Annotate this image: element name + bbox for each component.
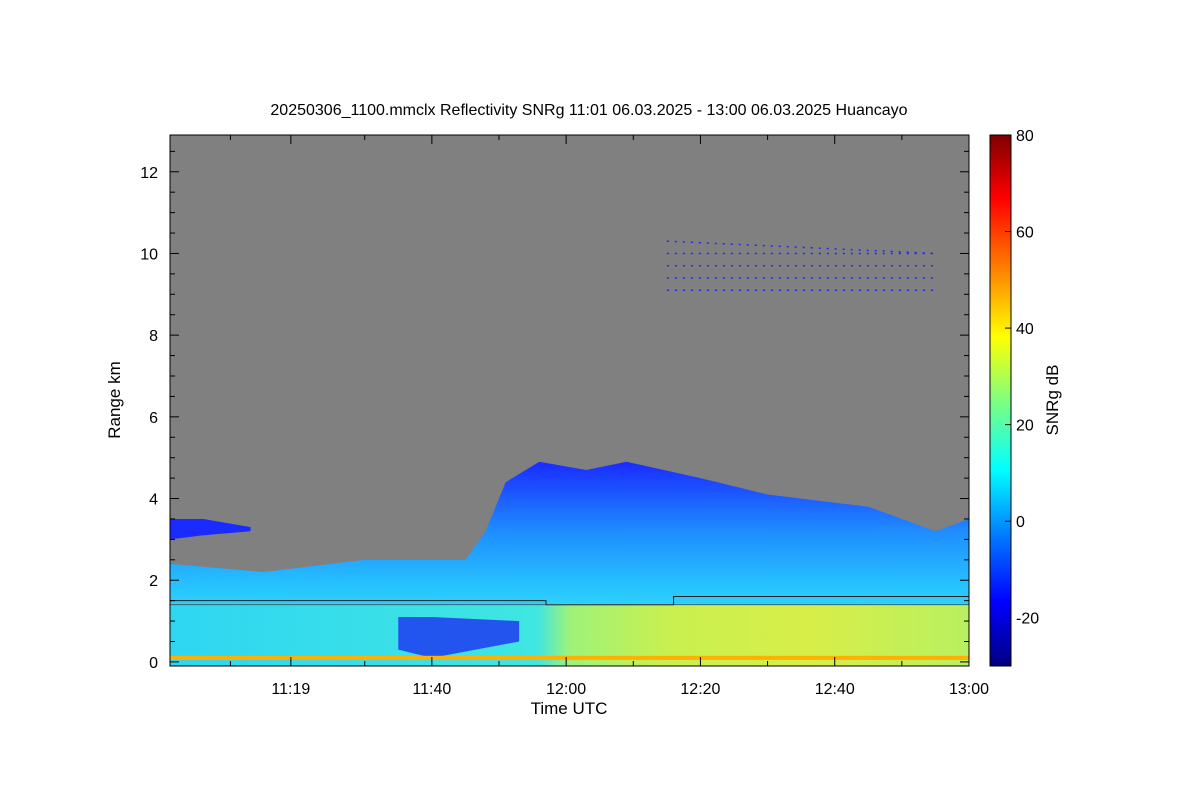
low-level-echo <box>170 604 969 666</box>
elevated-layer <box>170 518 251 540</box>
colorbar <box>989 134 1012 667</box>
x-tick-label: 12:40 <box>815 681 855 698</box>
colorbar-tick-label: 0 <box>1016 514 1025 531</box>
colorbar-tick-label: 60 <box>1016 225 1034 242</box>
y-tick-label: 2 <box>149 573 158 590</box>
chart-title: 20250306_1100.mmclx Reflectivity SNRg 11… <box>270 102 907 119</box>
x-axis-label: Time UTC <box>531 699 608 718</box>
surface-band <box>170 655 969 660</box>
colorbar-tick-label: 20 <box>1016 418 1034 435</box>
y-tick-label: 12 <box>140 165 158 182</box>
y-tick-label: 10 <box>140 246 158 263</box>
x-axis: 11:19 11:40 12:00 12:20 12:40 13:00 <box>229 135 989 698</box>
y-axis: 0 2 4 6 8 10 12 <box>140 150 969 672</box>
y-tick-label: 0 <box>149 655 158 672</box>
dark-core <box>398 616 520 658</box>
colorbar-tick-label: -20 <box>1016 611 1039 628</box>
x-tick-label: 11:19 <box>271 681 310 698</box>
x-tick-label: 12:20 <box>680 681 720 698</box>
colorbar-label: SNRg dB <box>1043 365 1062 436</box>
colorbar-tick-label: 80 <box>1016 128 1034 145</box>
y-tick-label: 6 <box>149 410 158 427</box>
y-tick-label: 8 <box>149 328 158 345</box>
plot-area <box>170 135 969 666</box>
x-tick-label: 12:00 <box>546 681 586 698</box>
colorbar-ticks: -20 0 20 40 60 80 <box>1005 128 1039 628</box>
plot-frame <box>169 134 970 667</box>
x-tick-label: 13:00 <box>949 681 989 698</box>
y-axis-label: Range km <box>105 361 124 438</box>
y-tick-label: 4 <box>149 492 158 509</box>
colorbar-tick-label: 40 <box>1016 321 1034 338</box>
x-tick-label: 11:40 <box>412 681 451 698</box>
